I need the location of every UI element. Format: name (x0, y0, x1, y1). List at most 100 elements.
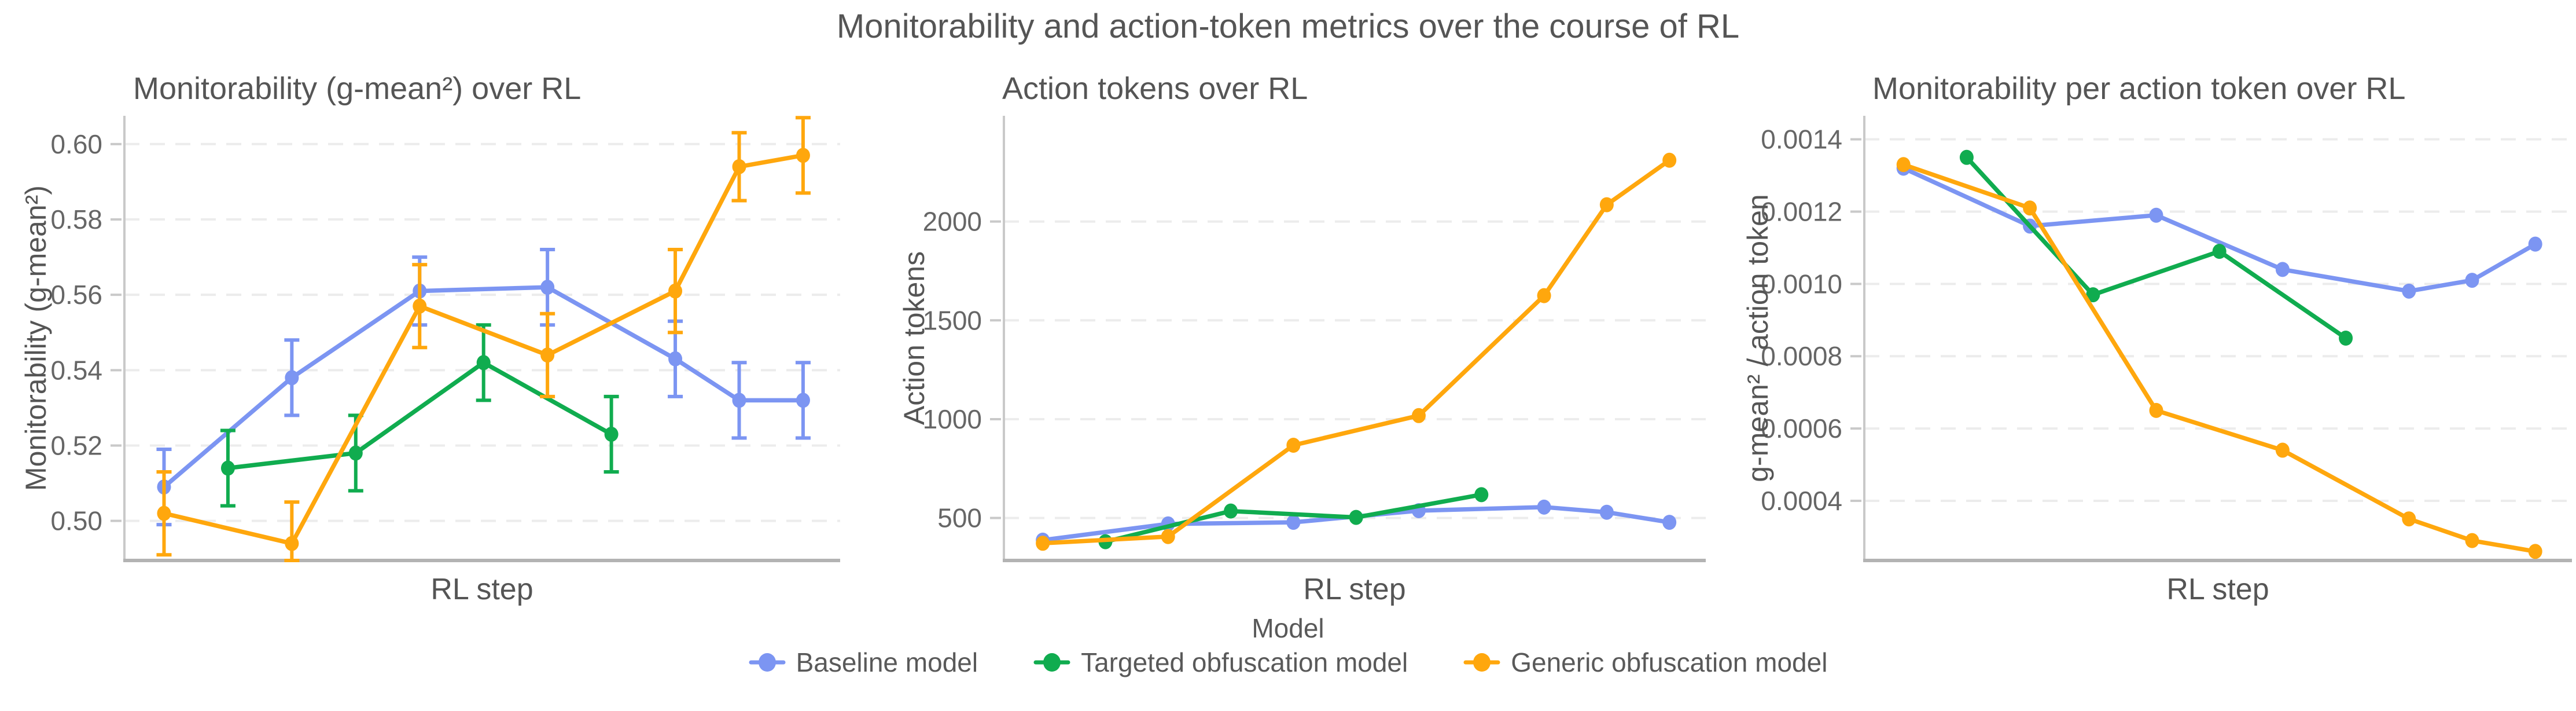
y-tick-label: 0.60 (50, 129, 102, 159)
data-point-marker-targeted (2212, 244, 2227, 259)
legend-item-targeted: Targeted obfuscation model (1033, 646, 1408, 679)
legend: Baseline model Targeted obfuscation mode… (0, 646, 2576, 679)
data-point-marker-targeted (1349, 510, 1363, 525)
baseline-line-dot-marker-icon (749, 653, 786, 672)
data-point-marker-targeted (2339, 331, 2353, 346)
chart3-title: Monitorability per action token over RL (1872, 71, 2406, 106)
series-generic (1896, 157, 2542, 559)
y-tick-label: 1500 (923, 305, 982, 335)
data-point-marker-generic (157, 505, 171, 521)
data-point-marker-baseline (1286, 515, 1301, 530)
data-point-marker-baseline (668, 351, 683, 367)
series-targeted (1959, 149, 2353, 346)
chart3-y-axis-label: g-mean² / action token (1742, 194, 1774, 482)
data-point-marker-generic (668, 283, 683, 299)
y-tick-label: 2000 (923, 207, 982, 237)
y-tick-label: 1000 (923, 404, 982, 434)
data-point-marker-generic (1537, 288, 1551, 303)
y-tick-label: 0.0004 (1761, 486, 1842, 516)
y-tick-label: 0.0008 (1761, 341, 1842, 371)
chart1-title: Monitorability (g-mean²) over RL (133, 71, 582, 106)
chart1-x-axis-label: RL step (430, 573, 533, 606)
legend-label-targeted: Targeted obfuscation model (1081, 647, 1408, 677)
data-point-marker-baseline (1662, 515, 1677, 530)
y-tick-label: 0.0010 (1761, 269, 1842, 299)
data-point-marker-baseline (2528, 236, 2542, 252)
data-point-marker-generic (1161, 529, 1175, 544)
series-line-baseline (1901, 166, 2538, 294)
legend-label-baseline: Baseline model (796, 647, 978, 677)
y-tick-label: 0.0012 (1761, 196, 1842, 226)
data-point-marker-baseline (285, 370, 299, 386)
data-point-marker-baseline (2402, 283, 2416, 299)
series-baseline (1896, 160, 2542, 299)
data-point-marker-baseline (1537, 499, 1551, 515)
data-point-marker-generic (2465, 533, 2479, 548)
data-point-marker-baseline (732, 393, 746, 408)
data-point-marker-targeted (1224, 503, 1238, 519)
chart1-y-axis-label: Monitorability (g-mean²) (20, 185, 52, 491)
series-targeted (220, 323, 619, 508)
y-tick-label: 0.58 (50, 204, 102, 234)
chart-panel-2: 500 1000 1500 2000 (923, 116, 1706, 562)
legend-label-generic: Generic obfuscation model (1511, 647, 1828, 677)
series-line-targeted (226, 360, 614, 471)
data-point-marker-generic (796, 148, 810, 163)
figure-suptitle: Monitorability and action-token metrics … (836, 8, 1740, 45)
data-point-marker-generic (540, 347, 555, 363)
series-generic (156, 116, 811, 562)
data-point-marker-baseline (796, 393, 810, 408)
data-point-marker-targeted (1474, 487, 1489, 503)
data-point-marker-generic (2528, 544, 2542, 559)
legend-title: Model (1252, 613, 1324, 643)
y-tick-label: 500 (937, 503, 982, 533)
y-tick-label: 0.52 (50, 430, 102, 460)
data-point-marker-targeted (220, 460, 235, 476)
chart2-title: Action tokens over RL (1002, 71, 1308, 106)
series-line-targeted (1103, 492, 1484, 544)
data-point-marker-generic (2023, 200, 2037, 216)
legend-item-baseline: Baseline model (749, 646, 978, 679)
data-point-marker-generic (1662, 152, 1677, 168)
data-point-marker-targeted (2086, 287, 2100, 303)
y-tick-label: 0.0006 (1761, 413, 1842, 444)
chart-panel-1: 0.50 0.52 0.54 0.56 0.58 0.60 (50, 116, 840, 562)
data-point-marker-targeted (1959, 149, 1974, 165)
data-point-marker-baseline (2275, 262, 2290, 277)
series-generic (1036, 152, 1677, 551)
generic-line-dot-marker-icon (1463, 653, 1500, 672)
data-point-marker-generic (1286, 438, 1301, 453)
data-point-marker-targeted (348, 445, 363, 461)
data-point-marker-targeted (476, 355, 491, 371)
y-tick-label: 0.50 (50, 506, 102, 536)
data-point-marker-generic (1036, 536, 1050, 551)
chart3-x-axis-label: RL step (2166, 573, 2269, 606)
y-tick-label: 0.54 (50, 355, 102, 385)
data-point-marker-generic (2275, 442, 2290, 458)
series-line-generic (1040, 158, 1672, 546)
y-tick-label: 0.56 (50, 280, 102, 310)
y-tick-label: 0.0014 (1761, 124, 1842, 155)
data-point-marker-generic (413, 298, 427, 314)
data-point-marker-generic (285, 536, 299, 551)
data-point-marker-generic (732, 159, 746, 174)
data-point-marker-generic (1599, 197, 1614, 212)
chart-panel-3: 0.0004 0.0006 0.0008 0.0010 0.0012 0.0014 (1761, 116, 2572, 562)
data-point-marker-generic (1896, 157, 1911, 173)
series-line-targeted (1964, 155, 2348, 340)
data-point-marker-baseline (2149, 207, 2163, 223)
chart2-x-axis-label: RL step (1303, 573, 1406, 606)
series-line-generic (1901, 162, 2538, 554)
data-point-marker-baseline (540, 280, 555, 295)
data-point-marker-generic (2402, 511, 2416, 527)
data-point-marker-generic (1411, 408, 1426, 423)
data-point-marker-generic (2149, 402, 2163, 418)
legend-item-generic: Generic obfuscation model (1463, 646, 1827, 679)
chart2-y-axis-label: Action tokens (898, 251, 930, 426)
targeted-line-dot-marker-icon (1033, 653, 1070, 672)
data-point-marker-baseline (2465, 273, 2479, 288)
data-point-marker-baseline (1599, 504, 1614, 520)
data-point-marker-targeted (604, 426, 619, 442)
